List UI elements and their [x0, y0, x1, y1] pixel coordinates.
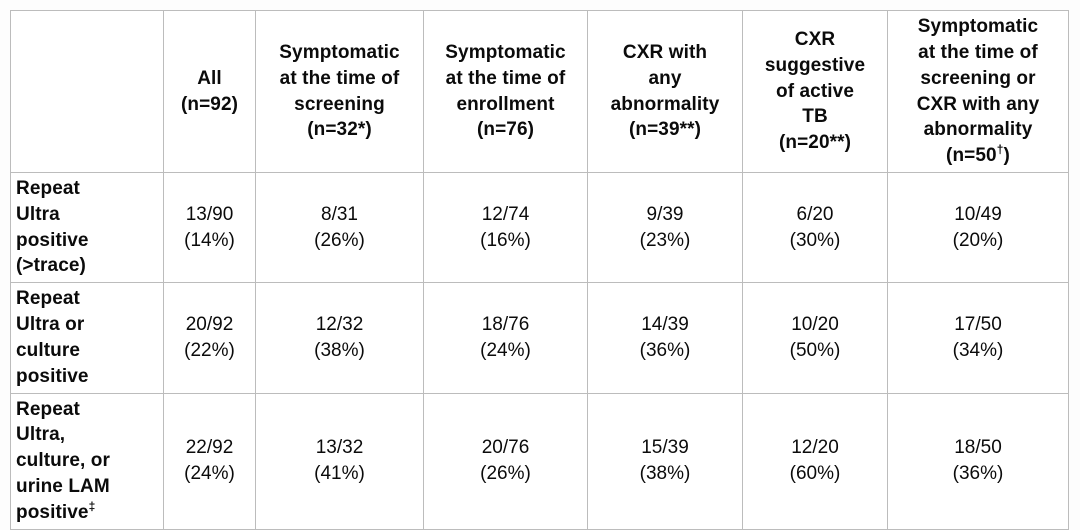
value-cell: 18/76 (24%) — [423, 282, 588, 394]
table-row-repeat-ultra-positive: Repeat Ultra positive (>trace) 13/90 (14… — [10, 171, 1069, 284]
value-cell: 17/50 (34%) — [887, 282, 1069, 394]
col-header-symptomatic-or-cxr-close-paren: ) — [1003, 145, 1010, 167]
value-text: 14/39 (36%) — [639, 313, 691, 361]
value-text: 13/32 (41%) — [314, 437, 365, 485]
dagger-superscript: † — [996, 142, 1004, 157]
value-text: 20/76 (26%) — [480, 437, 531, 485]
double-dagger-superscript: ‡ — [88, 499, 96, 514]
col-header-cxr-active-tb-label: CXR suggestive of active TB (n=20**) — [764, 28, 866, 154]
value-text: 20/92 (22%) — [184, 313, 235, 361]
value-text: 12/74 (16%) — [480, 203, 531, 251]
value-text: 22/92 (24%) — [184, 437, 235, 485]
value-cell: 10/20 (50%) — [742, 282, 888, 394]
col-header-cxr-any-abnormality: CXR with any abnormality (n=39**) — [587, 10, 743, 173]
value-cell: 15/39 (38%) — [587, 392, 743, 530]
row-label-text: Repeat Ultra or culture positive — [16, 288, 89, 387]
value-text: 12/32 (38%) — [314, 313, 365, 361]
row-label-text: Repeat Ultra, culture, or urine LAM posi… — [16, 398, 111, 523]
value-cell: 12/20 (60%) — [742, 392, 888, 530]
value-text: 9/39 (23%) — [639, 203, 691, 251]
value-cell: 13/32 (41%) — [255, 392, 424, 530]
col-header-symptomatic-or-cxr: Symptomatic at the time of screening or … — [887, 10, 1069, 173]
col-header-cxr-active-tb: CXR suggestive of active TB (n=20**) — [742, 10, 888, 173]
document-page: All (n=92) Symptomatic at the time of sc… — [10, 10, 1069, 530]
value-text: 18/76 (24%) — [480, 313, 531, 361]
value-cell: 6/20 (30%) — [742, 171, 888, 284]
value-cell: 10/49 (20%) — [887, 171, 1069, 284]
value-text: 6/20 (30%) — [789, 203, 841, 251]
row-label-repeat-ultra-or-culture-positive: Repeat Ultra or culture positive — [10, 282, 164, 394]
table-row-repeat-ultra-culture-or-lam-positive: Repeat Ultra, culture, or urine LAM posi… — [10, 392, 1069, 530]
value-cell: 14/39 (36%) — [587, 282, 743, 394]
row-label-text: Repeat Ultra positive (>trace) — [16, 178, 89, 277]
col-header-symptomatic-screening-label: Symptomatic at the time of screening (n=… — [279, 41, 400, 141]
value-text: 13/90 (14%) — [184, 203, 235, 251]
value-cell: 22/92 (24%) — [163, 392, 256, 530]
value-cell: 13/90 (14%) — [163, 171, 256, 284]
value-text: 8/31 (26%) — [314, 203, 365, 251]
col-header-symptomatic-enrollment: Symptomatic at the time of enrollment (n… — [423, 10, 588, 173]
row-label-repeat-ultra-positive: Repeat Ultra positive (>trace) — [10, 171, 164, 284]
col-header-blank — [10, 10, 164, 173]
value-cell: 12/32 (38%) — [255, 282, 424, 394]
col-header-symptomatic-screening: Symptomatic at the time of screening (n=… — [255, 10, 424, 173]
value-text: 18/50 (36%) — [952, 437, 1004, 485]
col-header-symptomatic-or-cxr-label: Symptomatic at the time of screening or … — [916, 16, 1040, 167]
table-row-repeat-ultra-or-culture-positive: Repeat Ultra or culture positive 20/92 (… — [10, 282, 1069, 394]
value-text: 12/20 (60%) — [789, 437, 841, 485]
value-text: 10/20 (50%) — [789, 313, 841, 361]
header-row: All (n=92) Symptomatic at the time of sc… — [10, 10, 1069, 173]
col-header-all: All (n=92) — [163, 10, 256, 173]
value-text: 17/50 (34%) — [952, 313, 1004, 361]
row-label-repeat-ultra-culture-or-lam-positive: Repeat Ultra, culture, or urine LAM posi… — [10, 392, 164, 530]
value-cell: 20/76 (26%) — [423, 392, 588, 530]
value-cell: 8/31 (26%) — [255, 171, 424, 284]
value-cell: 18/50 (36%) — [887, 392, 1069, 530]
col-header-symptomatic-enrollment-label: Symptomatic at the time of enrollment (n… — [445, 41, 566, 141]
col-header-cxr-any-abnormality-label: CXR with any abnormality (n=39**) — [610, 41, 720, 141]
value-text: 15/39 (38%) — [639, 437, 691, 485]
col-header-all-label: All (n=92) — [180, 67, 239, 115]
value-cell: 9/39 (23%) — [587, 171, 743, 284]
value-cell: 12/74 (16%) — [423, 171, 588, 284]
results-table: All (n=92) Symptomatic at the time of sc… — [10, 10, 1069, 530]
value-text: 10/49 (20%) — [952, 203, 1004, 251]
value-cell: 20/92 (22%) — [163, 282, 256, 394]
